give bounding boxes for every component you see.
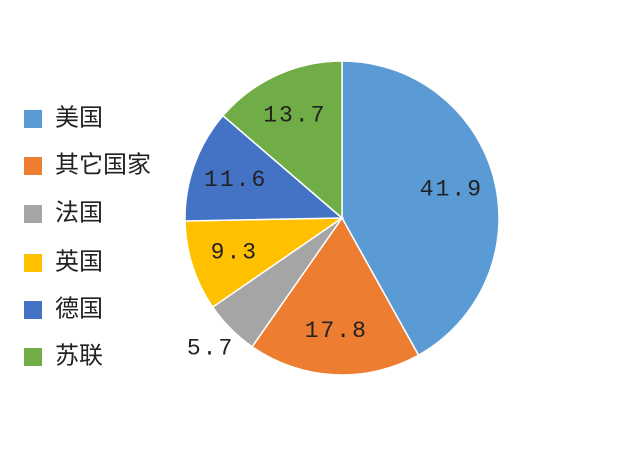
value-label: 13.7 <box>263 102 326 128</box>
legend-swatch <box>24 254 42 272</box>
value-label: 9.3 <box>211 240 258 266</box>
legend-swatch <box>24 157 42 175</box>
legend-swatch <box>24 301 42 319</box>
pie-slice <box>341 60 500 357</box>
legend-swatch <box>24 205 42 223</box>
value-label: 5.7 <box>187 336 234 362</box>
legend-label: 英国 <box>55 248 103 276</box>
legend-swatch <box>24 348 42 366</box>
legend-label: 其它国家 <box>55 151 151 179</box>
legend-label: 法国 <box>55 199 103 227</box>
value-label: 41.9 <box>420 177 483 203</box>
legend-swatch <box>24 110 42 128</box>
legend-label: 美国 <box>55 104 103 132</box>
pie-slice <box>221 60 343 220</box>
value-label: 11.6 <box>204 167 267 193</box>
pie-slice <box>184 114 344 222</box>
legend-label: 德国 <box>55 295 103 323</box>
value-label: 17.8 <box>305 318 368 344</box>
pie-slice <box>251 216 420 376</box>
pie-slice <box>184 217 345 309</box>
legend-label: 苏联 <box>55 342 103 370</box>
